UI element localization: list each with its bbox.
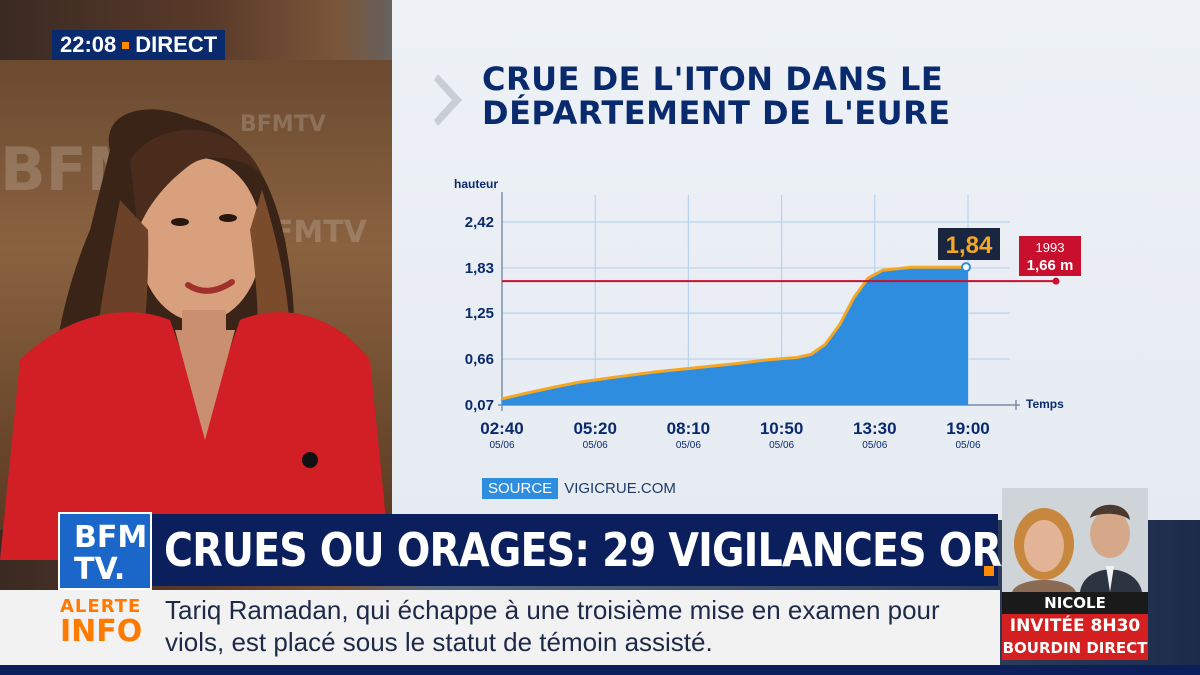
clock-time: 22:08 xyxy=(60,32,117,57)
headline-banner: CRUES OU ORAGES: 29 VIGILANCES ORANGE xyxy=(152,514,1122,586)
ticker-bar xyxy=(0,590,1000,665)
alert-tag-line2: INFO xyxy=(60,614,143,649)
current-value-dot xyxy=(961,262,971,273)
x-tick-label: 02:40 xyxy=(480,419,523,438)
guest-slot: INVITÉE 8H30 xyxy=(1002,614,1148,638)
guest-name: NICOLE BELLOUBET xyxy=(1002,592,1148,634)
x-tick-label: 05:20 xyxy=(573,419,616,438)
presenter xyxy=(0,0,420,560)
series-area xyxy=(502,267,968,405)
watermark-bfmtv-small: BFMTV xyxy=(240,112,326,137)
y-tick-label: 0,66 xyxy=(465,351,494,368)
ticker-line2: viols, est placé sous le statut de témoi… xyxy=(165,627,713,657)
x-tick-date: 05/06 xyxy=(583,440,608,451)
x-tick-date: 05/06 xyxy=(955,440,980,451)
x-tick-date: 05/06 xyxy=(676,440,701,451)
channel-logo: BFM TV. xyxy=(58,512,152,590)
reference-dot xyxy=(1052,277,1060,285)
time-badge: 22:08 DIRECT xyxy=(52,30,226,60)
x-tick-label: 10:50 xyxy=(760,419,803,438)
current-value-label: 1,84 xyxy=(946,232,993,259)
series-line xyxy=(501,265,968,401)
guest-inset: NICOLE BELLOUBET INVITÉE 8H30 BOURDIN DI… xyxy=(1002,488,1148,660)
source-value: VIGICRUE.COM xyxy=(564,480,676,497)
x-axis-label: Temps xyxy=(1026,397,1064,411)
x-tick-label: 08:10 xyxy=(667,419,710,438)
x-tick-date: 05/06 xyxy=(769,440,794,451)
live-dot-icon xyxy=(122,41,130,49)
logo-line1: BFM xyxy=(74,520,148,555)
headline-accent-square xyxy=(984,566,994,576)
reference-value: 1,66 m xyxy=(1027,257,1074,274)
y-tick-label: 1,83 xyxy=(465,260,494,277)
x-tick-label: 13:30 xyxy=(853,419,896,438)
guest-photo xyxy=(1002,488,1148,592)
reference-year: 1993 xyxy=(1036,240,1065,255)
y-tick-label: 1,25 xyxy=(465,305,494,322)
live-label: DIRECT xyxy=(135,32,218,57)
bottom-strip xyxy=(0,665,1200,675)
reference-box xyxy=(1019,236,1081,276)
guest-show: BOURDIN DIRECT xyxy=(1002,638,1148,660)
y-tick-label: 2,42 xyxy=(465,214,494,231)
source-credit: SOURCE VIGICRUE.COM xyxy=(482,478,676,499)
x-tick-label: 19:00 xyxy=(946,419,989,438)
alert-tag: ALERTE INFO xyxy=(60,596,142,647)
x-tick-date: 05/06 xyxy=(862,440,887,451)
y-tick-label: 0,07 xyxy=(465,397,494,414)
chevron-right-icon xyxy=(434,74,462,126)
chart-title: CRUE DE L'ITON DANS LE DÉPARTEMENT DE L'… xyxy=(482,60,951,132)
headline-text: CRUES OU ORAGES: 29 VIGILANCES ORANGE xyxy=(164,523,1122,577)
ticker-text: Tariq Ramadan, qui échappe à une troisiè… xyxy=(165,594,985,658)
y-axis-label: hauteur xyxy=(454,177,498,191)
source-label: SOURCE xyxy=(482,478,559,499)
logo-line2: TV. xyxy=(74,552,126,587)
current-value-box xyxy=(938,228,1000,260)
ticker-line1: Tariq Ramadan, qui échappe à une troisiè… xyxy=(165,595,940,625)
alert-tag-line1: ALERTE xyxy=(60,596,142,617)
x-tick-date: 05/06 xyxy=(489,440,514,451)
